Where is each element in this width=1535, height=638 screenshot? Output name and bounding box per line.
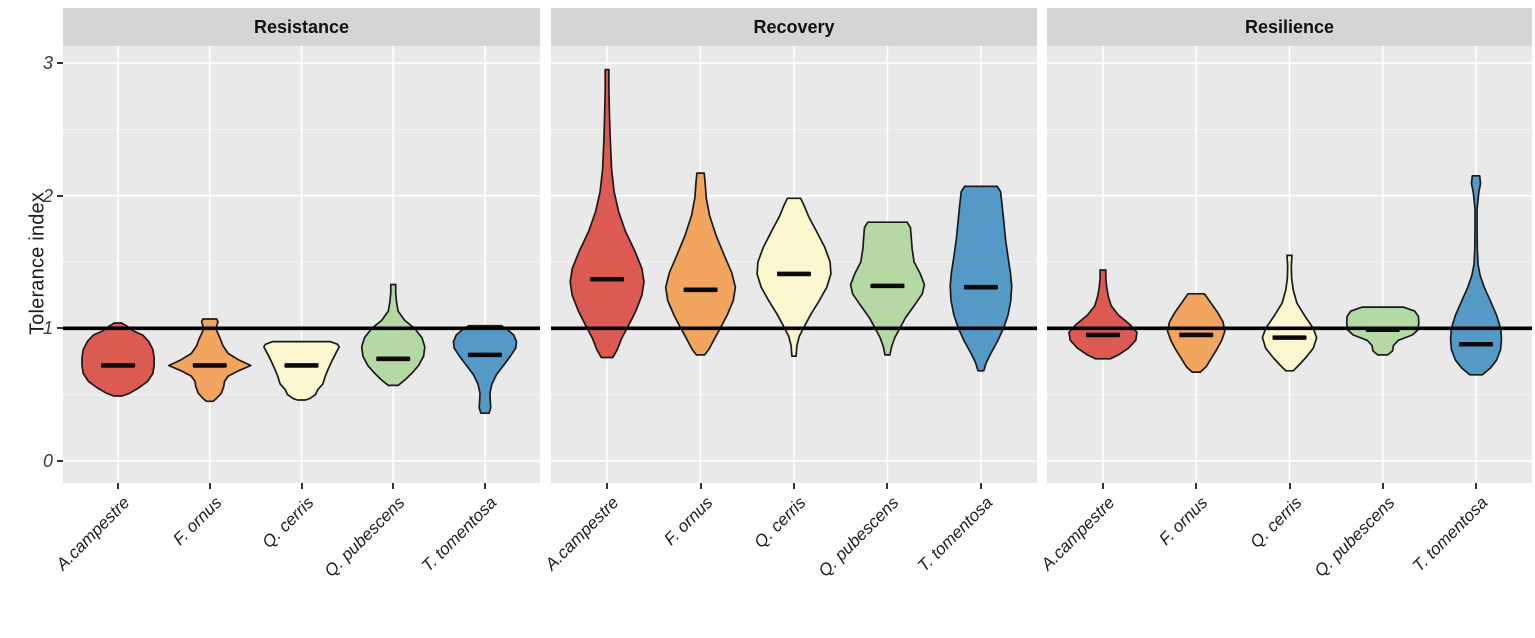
- x-axis-tick: [483, 483, 486, 489]
- x-axis-tick: [886, 483, 889, 489]
- median-bar: [1459, 341, 1494, 347]
- y-axis-tick: [57, 61, 63, 64]
- y-tick-label: 1: [42, 318, 53, 339]
- median-bar: [467, 352, 502, 358]
- median-bar: [1085, 332, 1120, 338]
- violin-recovery-a-campestre: [569, 68, 645, 359]
- facet-plot-area: [551, 46, 1037, 483]
- violin-resistance-t-tomentosa: [452, 324, 518, 415]
- x-tick-label: F. ornus: [169, 493, 226, 549]
- y-tick-label: 0: [42, 451, 53, 471]
- x-axis-tick: [793, 483, 795, 489]
- violin-recovery-q-pubescens: [849, 221, 926, 356]
- x-tick-label: F. ornus: [659, 493, 716, 549]
- x-axis-tick: [1475, 483, 1478, 489]
- violin-recovery-f-ornus: [664, 172, 737, 356]
- x-axis-tick: [392, 483, 395, 489]
- facet-plot-area: [63, 46, 540, 483]
- facet-strip-recovery: Recovery: [551, 8, 1037, 46]
- x-axis-tick: [1101, 483, 1104, 489]
- violin-resilience-t-tomentosa: [1449, 174, 1503, 376]
- x-tick-label: Q. pubescens: [1310, 493, 1399, 581]
- median-bar: [683, 287, 718, 293]
- x-axis-tick: [979, 483, 982, 489]
- x-tick-label: Q. cerris: [1246, 493, 1305, 552]
- x-tick-label: F. ornus: [1155, 493, 1212, 549]
- x-axis-tick: [1195, 483, 1198, 489]
- y-axis-tick: [57, 460, 63, 462]
- x-tick-label: Q. cerris: [258, 493, 317, 552]
- violin-resistance-q-cerris: [262, 340, 341, 401]
- facet-panel-resistance: [63, 46, 540, 483]
- facet-strip-label: Resilience: [1244, 16, 1335, 37]
- x-tick-label: Q. cerris: [750, 493, 810, 552]
- x-tick-label: A.campestre: [1037, 493, 1119, 574]
- x-tick-label: A.campestre: [52, 493, 134, 574]
- x-tick-label: Q. pubescens: [815, 493, 903, 581]
- median-bar: [376, 356, 411, 362]
- median-bar: [777, 271, 811, 277]
- facet-plot-area: [1047, 46, 1532, 483]
- median-bar: [870, 283, 905, 289]
- facet-strip-resilience: Resilience: [1047, 8, 1532, 46]
- violin-resistance-q-pubescens: [360, 283, 426, 387]
- x-axis-tick: [1288, 483, 1291, 489]
- x-axis-tick: [699, 483, 702, 489]
- median-bar: [284, 363, 319, 368]
- y-tick-label: 3: [42, 52, 53, 73]
- violin-recovery-t-tomentosa: [949, 185, 1013, 372]
- median-bar: [1179, 332, 1214, 338]
- x-tick-label: T. tomentosa: [913, 493, 997, 576]
- facet-strip-label: Recovery: [753, 16, 835, 37]
- y-axis-tick: [57, 194, 63, 197]
- x-axis-tick: [208, 483, 211, 489]
- facet-panel-resilience: [1047, 46, 1532, 483]
- x-tick-label: A.campestre: [541, 493, 623, 574]
- facet-strip-label: Resistance: [253, 16, 350, 37]
- x-axis-tick: [606, 483, 609, 489]
- violin-resistance-a-campestre: [81, 322, 155, 397]
- median-bar: [192, 363, 227, 368]
- x-axis-tick: [117, 483, 120, 489]
- x-tick-label: T. tomentosa: [1408, 493, 1492, 576]
- violin-recovery-q-cerris: [756, 197, 832, 358]
- x-axis-tick: [1381, 483, 1384, 489]
- y-axis-tick: [57, 327, 63, 330]
- x-tick-label: T. tomentosa: [417, 493, 501, 576]
- median-bar: [1272, 335, 1307, 340]
- violin-resistance-f-ornus: [167, 318, 252, 403]
- median-bar: [590, 276, 625, 282]
- x-tick-label: Q. pubescens: [321, 493, 409, 581]
- violin-resilience-a-campestre: [1068, 269, 1138, 360]
- median-bar: [1365, 327, 1400, 332]
- median-bar: [963, 284, 998, 290]
- y-tick-label: 2: [42, 185, 53, 206]
- x-axis-tick: [300, 483, 303, 489]
- facet-panel-recovery: [551, 46, 1037, 483]
- median-bar: [101, 363, 136, 368]
- violin-resilience-q-cerris: [1261, 254, 1318, 372]
- facet-strip-resistance: Resistance: [63, 8, 540, 46]
